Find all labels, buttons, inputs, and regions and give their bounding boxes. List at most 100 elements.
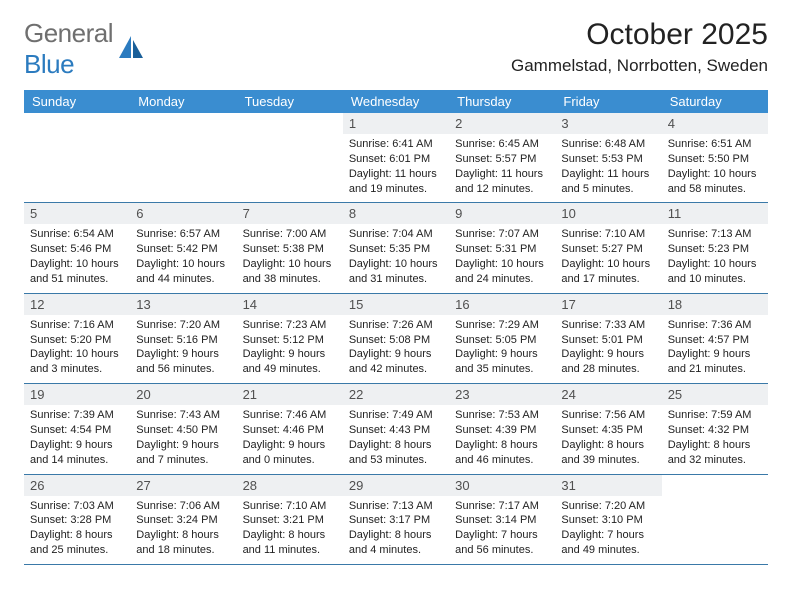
- day-number: 7: [237, 203, 343, 224]
- day-number: [130, 113, 236, 134]
- day-number: 14: [237, 294, 343, 315]
- day-details: Sunrise: 7:03 AMSunset: 3:28 PMDaylight:…: [24, 496, 130, 564]
- calendar-week-row: 1Sunrise: 6:41 AMSunset: 6:01 PMDaylight…: [24, 113, 768, 203]
- calendar-week-row: 19Sunrise: 7:39 AMSunset: 4:54 PMDayligh…: [24, 384, 768, 474]
- day-day2-line: and 49 minutes.: [243, 362, 337, 377]
- day-sunrise-line: Sunrise: 7:20 AM: [136, 318, 230, 333]
- day-day2-line: and 31 minutes.: [349, 272, 443, 287]
- calendar-day-cell: 15Sunrise: 7:26 AMSunset: 5:08 PMDayligh…: [343, 293, 449, 383]
- day-sunrise-line: Sunrise: 7:46 AM: [243, 408, 337, 423]
- weekday-header: Sunday: [24, 90, 130, 113]
- calendar-day-cell: 22Sunrise: 7:49 AMSunset: 4:43 PMDayligh…: [343, 384, 449, 474]
- day-day1-line: Daylight: 10 hours: [30, 347, 124, 362]
- day-day1-line: Daylight: 8 hours: [349, 438, 443, 453]
- day-day2-line: and 25 minutes.: [30, 543, 124, 558]
- sail-icon: [117, 34, 147, 65]
- day-details: Sunrise: 7:43 AMSunset: 4:50 PMDaylight:…: [130, 405, 236, 473]
- day-day2-line: and 42 minutes.: [349, 362, 443, 377]
- day-details: Sunrise: 7:33 AMSunset: 5:01 PMDaylight:…: [555, 315, 661, 383]
- logo-word-1: General: [24, 18, 113, 48]
- day-day1-line: Daylight: 10 hours: [561, 257, 655, 272]
- calendar-day-cell: 2Sunrise: 6:45 AMSunset: 5:57 PMDaylight…: [449, 113, 555, 203]
- day-sunrise-line: Sunrise: 7:00 AM: [243, 227, 337, 242]
- title-block: October 2025 Gammelstad, Norrbotten, Swe…: [511, 18, 768, 76]
- day-day1-line: Daylight: 10 hours: [668, 257, 762, 272]
- weekday-header: Wednesday: [343, 90, 449, 113]
- day-sunset-line: Sunset: 5:35 PM: [349, 242, 443, 257]
- day-sunset-line: Sunset: 4:54 PM: [30, 423, 124, 438]
- day-details: Sunrise: 7:16 AMSunset: 5:20 PMDaylight:…: [24, 315, 130, 383]
- calendar-day-cell: 6Sunrise: 6:57 AMSunset: 5:42 PMDaylight…: [130, 203, 236, 293]
- day-details: Sunrise: 7:26 AMSunset: 5:08 PMDaylight:…: [343, 315, 449, 383]
- day-sunrise-line: Sunrise: 7:13 AM: [349, 499, 443, 514]
- logo-text: General Blue: [24, 18, 113, 80]
- day-sunset-line: Sunset: 4:39 PM: [455, 423, 549, 438]
- calendar-day-cell: 11Sunrise: 7:13 AMSunset: 5:23 PMDayligh…: [662, 203, 768, 293]
- day-sunset-line: Sunset: 4:57 PM: [668, 333, 762, 348]
- day-details: Sunrise: 7:56 AMSunset: 4:35 PMDaylight:…: [555, 405, 661, 473]
- day-number: 10: [555, 203, 661, 224]
- day-day2-line: and 28 minutes.: [561, 362, 655, 377]
- day-number: 1: [343, 113, 449, 134]
- day-details: Sunrise: 7:07 AMSunset: 5:31 PMDaylight:…: [449, 224, 555, 292]
- calendar-day-cell: [662, 474, 768, 564]
- day-day1-line: Daylight: 7 hours: [561, 528, 655, 543]
- calendar-day-cell: 9Sunrise: 7:07 AMSunset: 5:31 PMDaylight…: [449, 203, 555, 293]
- day-day2-line: and 39 minutes.: [561, 453, 655, 468]
- day-sunset-line: Sunset: 5:57 PM: [455, 152, 549, 167]
- day-details: Sunrise: 7:39 AMSunset: 4:54 PMDaylight:…: [24, 405, 130, 473]
- day-number: 12: [24, 294, 130, 315]
- day-number: 31: [555, 475, 661, 496]
- location-subtitle: Gammelstad, Norrbotten, Sweden: [511, 56, 768, 76]
- day-day2-line: and 10 minutes.: [668, 272, 762, 287]
- calendar-day-cell: 1Sunrise: 6:41 AMSunset: 6:01 PMDaylight…: [343, 113, 449, 203]
- day-sunrise-line: Sunrise: 7:03 AM: [30, 499, 124, 514]
- day-sunset-line: Sunset: 5:08 PM: [349, 333, 443, 348]
- day-day1-line: Daylight: 8 hours: [136, 528, 230, 543]
- day-details: Sunrise: 6:45 AMSunset: 5:57 PMDaylight:…: [449, 134, 555, 202]
- calendar-day-cell: 14Sunrise: 7:23 AMSunset: 5:12 PMDayligh…: [237, 293, 343, 383]
- day-sunrise-line: Sunrise: 7:49 AM: [349, 408, 443, 423]
- day-sunset-line: Sunset: 5:46 PM: [30, 242, 124, 257]
- day-sunrise-line: Sunrise: 6:41 AM: [349, 137, 443, 152]
- day-number: [24, 113, 130, 134]
- calendar-week-row: 26Sunrise: 7:03 AMSunset: 3:28 PMDayligh…: [24, 474, 768, 564]
- day-details: Sunrise: 7:53 AMSunset: 4:39 PMDaylight:…: [449, 405, 555, 473]
- day-sunrise-line: Sunrise: 7:43 AM: [136, 408, 230, 423]
- calendar-week-row: 12Sunrise: 7:16 AMSunset: 5:20 PMDayligh…: [24, 293, 768, 383]
- day-number: 11: [662, 203, 768, 224]
- day-sunset-line: Sunset: 4:43 PM: [349, 423, 443, 438]
- day-sunset-line: Sunset: 4:35 PM: [561, 423, 655, 438]
- day-details: Sunrise: 6:51 AMSunset: 5:50 PMDaylight:…: [662, 134, 768, 202]
- calendar-day-cell: 8Sunrise: 7:04 AMSunset: 5:35 PMDaylight…: [343, 203, 449, 293]
- day-day1-line: Daylight: 11 hours: [561, 167, 655, 182]
- day-day1-line: Daylight: 9 hours: [30, 438, 124, 453]
- day-sunrise-line: Sunrise: 6:51 AM: [668, 137, 762, 152]
- day-day2-line: and 7 minutes.: [136, 453, 230, 468]
- logo-word-2: Blue: [24, 49, 74, 79]
- day-day1-line: Daylight: 10 hours: [30, 257, 124, 272]
- day-sunrise-line: Sunrise: 6:54 AM: [30, 227, 124, 242]
- day-sunset-line: Sunset: 5:20 PM: [30, 333, 124, 348]
- calendar-day-cell: 28Sunrise: 7:10 AMSunset: 3:21 PMDayligh…: [237, 474, 343, 564]
- day-day1-line: Daylight: 8 hours: [243, 528, 337, 543]
- day-day1-line: Daylight: 9 hours: [243, 438, 337, 453]
- weekday-header: Monday: [130, 90, 236, 113]
- calendar-day-cell: 7Sunrise: 7:00 AMSunset: 5:38 PMDaylight…: [237, 203, 343, 293]
- day-number: 16: [449, 294, 555, 315]
- day-details: Sunrise: 7:04 AMSunset: 5:35 PMDaylight:…: [343, 224, 449, 292]
- day-details: Sunrise: 7:17 AMSunset: 3:14 PMDaylight:…: [449, 496, 555, 564]
- day-details: Sunrise: 7:36 AMSunset: 4:57 PMDaylight:…: [662, 315, 768, 383]
- day-day1-line: Daylight: 9 hours: [561, 347, 655, 362]
- day-details: Sunrise: 6:41 AMSunset: 6:01 PMDaylight:…: [343, 134, 449, 202]
- day-day2-line: and 49 minutes.: [561, 543, 655, 558]
- day-day1-line: Daylight: 10 hours: [136, 257, 230, 272]
- day-sunset-line: Sunset: 4:46 PM: [243, 423, 337, 438]
- day-sunrise-line: Sunrise: 7:33 AM: [561, 318, 655, 333]
- calendar-day-cell: 27Sunrise: 7:06 AMSunset: 3:24 PMDayligh…: [130, 474, 236, 564]
- calendar-day-cell: 20Sunrise: 7:43 AMSunset: 4:50 PMDayligh…: [130, 384, 236, 474]
- calendar-header-row: SundayMondayTuesdayWednesdayThursdayFrid…: [24, 90, 768, 113]
- day-day1-line: Daylight: 9 hours: [243, 347, 337, 362]
- day-details: [24, 134, 130, 192]
- day-details: [237, 134, 343, 192]
